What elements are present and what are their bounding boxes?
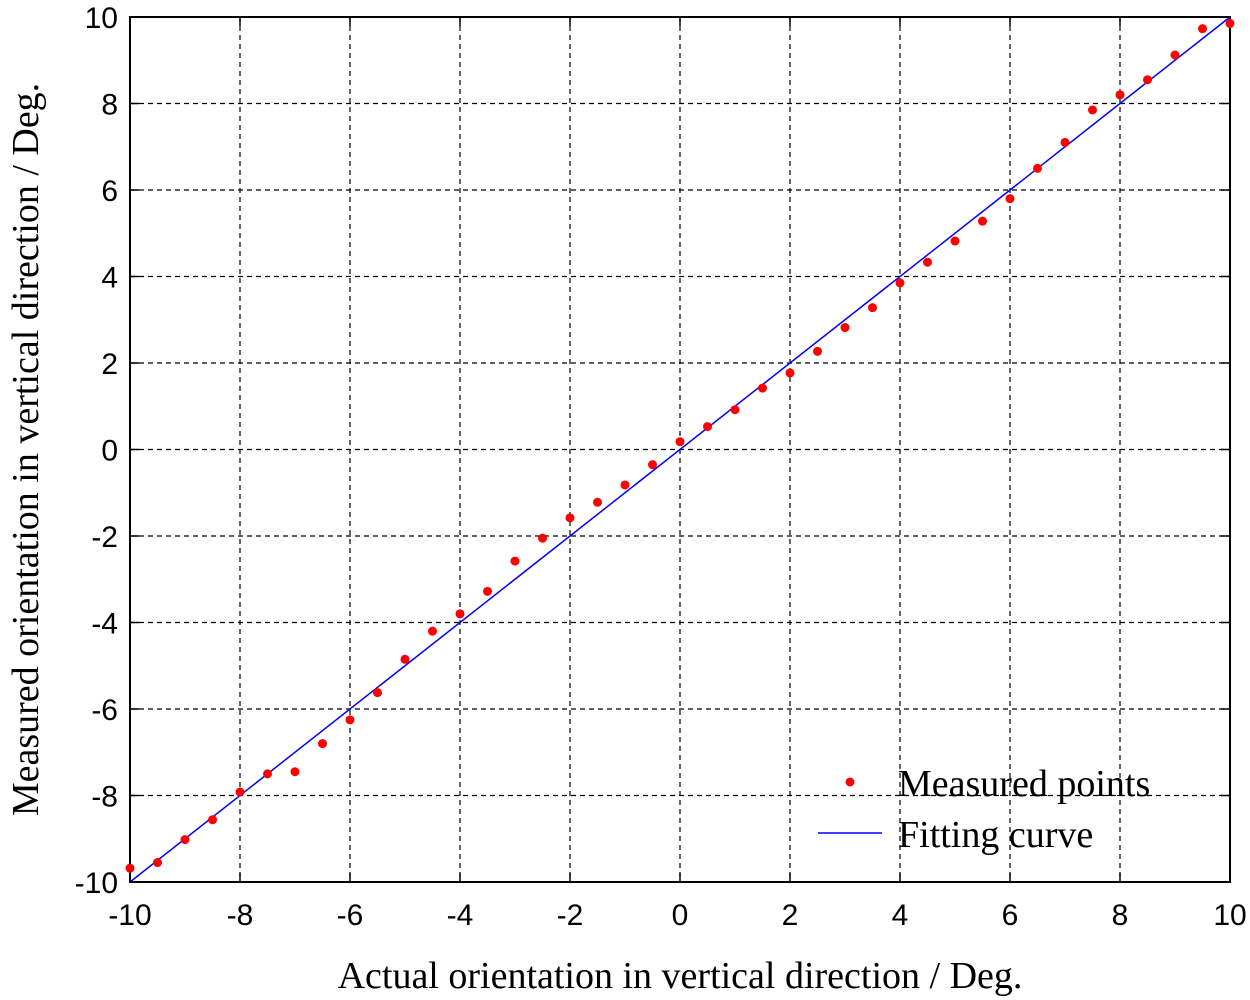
measured-point: [235, 787, 245, 797]
measured-point: [1198, 24, 1207, 34]
y-tick-label: -8: [91, 781, 118, 814]
measured-point: [923, 257, 932, 267]
y-axis-label: Measured orientation in vertical directi…: [5, 83, 47, 816]
measured-point: [1060, 137, 1070, 147]
measured-point: [345, 715, 355, 725]
x-tick-label: 4: [892, 899, 909, 932]
measured-point: [1170, 50, 1180, 60]
y-tick-label: 4: [101, 262, 118, 295]
y-tick-label: 6: [101, 175, 118, 208]
measured-point: [153, 858, 162, 868]
legend-label-fitting: Fitting curve: [898, 814, 1093, 856]
measured-point: [538, 533, 547, 543]
measured-point: [483, 586, 492, 596]
measured-points: [125, 18, 1235, 873]
measured-point: [868, 303, 877, 313]
measured-point: [400, 654, 410, 664]
measured-point: [125, 863, 135, 873]
measured-point: [730, 405, 740, 415]
measured-point: [758, 383, 767, 393]
measured-point: [1225, 18, 1235, 28]
x-tick-label: -4: [447, 899, 474, 932]
x-tick-label: -8: [227, 899, 254, 932]
x-tick-label: -6: [337, 899, 364, 932]
measured-point: [593, 497, 602, 507]
x-tick-label: -2: [557, 899, 584, 932]
measured-point: [1033, 163, 1042, 173]
x-tick-label: 8: [1112, 899, 1129, 932]
measured-point: [950, 236, 960, 246]
y-tick-label: -10: [75, 867, 118, 900]
measured-point: [1005, 194, 1015, 204]
measured-point: [1143, 75, 1152, 85]
y-tick-label: 8: [101, 89, 118, 122]
measured-point: [1115, 90, 1125, 100]
x-tick-label: 6: [1002, 899, 1019, 932]
y-tick-label: 0: [101, 435, 118, 468]
y-tick-label: -2: [91, 521, 118, 554]
measured-point: [648, 460, 657, 470]
measured-point: [785, 368, 795, 378]
y-tick-label: -6: [91, 694, 118, 727]
x-axis-label: Actual orientation in vertical direction…: [338, 955, 1023, 997]
legend-label-measured: Measured points: [898, 763, 1150, 805]
measured-point: [978, 216, 987, 226]
measured-point: [263, 769, 272, 779]
measured-point: [703, 422, 712, 432]
measured-point: [318, 739, 327, 749]
measured-point: [813, 346, 822, 356]
measured-point: [895, 278, 905, 288]
measured-point: [455, 609, 465, 619]
measured-point: [565, 513, 575, 523]
y-tick-label: -4: [91, 608, 118, 641]
measured-point: [428, 626, 437, 636]
measured-point: [373, 688, 382, 698]
y-tick-labels: -10 -8 -6 -4 -2 0 2 4 6 8 10: [75, 2, 118, 900]
legend: Measured points Fitting curve: [818, 763, 1150, 856]
measured-point: [290, 767, 300, 777]
x-tick-label: 10: [1213, 899, 1246, 932]
x-tick-label: 0: [672, 899, 689, 932]
measured-point: [840, 323, 850, 333]
y-tick-label: 10: [85, 2, 118, 35]
x-tick-label: -10: [108, 899, 151, 932]
fitting-curve-line: [129, 16, 1231, 883]
measured-point: [675, 437, 685, 447]
grid: [130, 17, 1230, 882]
measured-point: [208, 815, 217, 825]
measured-point: [1088, 105, 1097, 115]
measured-point: [620, 480, 630, 490]
measured-point: [180, 835, 190, 845]
y-tick-label: 2: [101, 348, 118, 381]
legend-marker-measured: [845, 777, 855, 787]
x-tick-labels: -10 -8 -6 -4 -2 0 2 4 6 8 10: [108, 899, 1246, 932]
measured-point: [510, 556, 520, 566]
x-tick-label: 2: [782, 899, 799, 932]
